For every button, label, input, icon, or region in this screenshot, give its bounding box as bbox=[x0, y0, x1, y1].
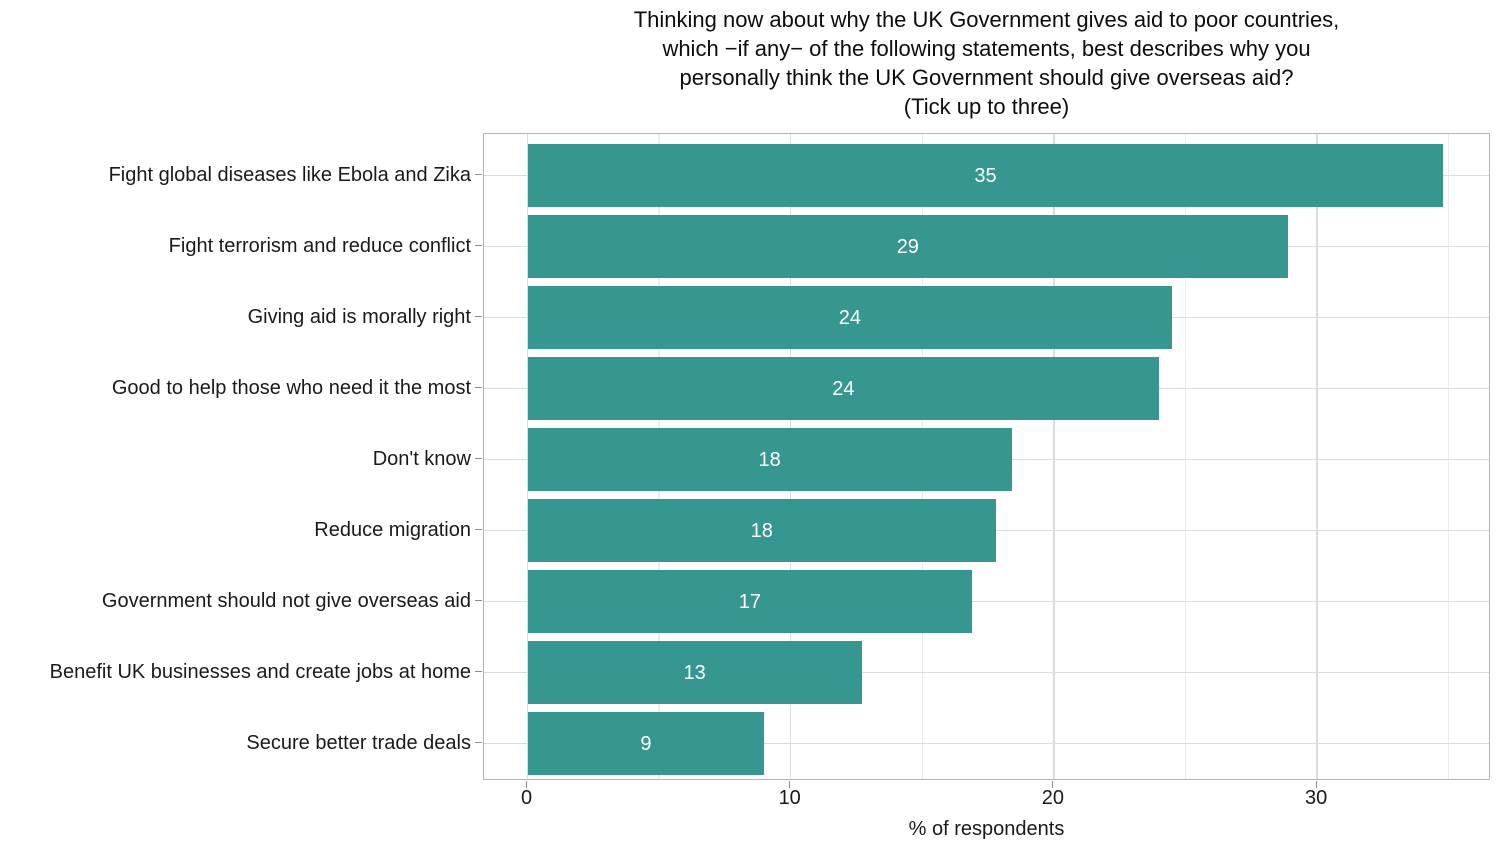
category-label: Government should not give overseas aid bbox=[101, 589, 471, 612]
x-tick-label: 10 bbox=[778, 787, 801, 809]
x-tick-label: 20 bbox=[1041, 787, 1065, 809]
category-label: Reduce migration bbox=[314, 518, 471, 541]
bar-value-label: 9 bbox=[640, 732, 652, 755]
bar-value-label: 17 bbox=[738, 590, 762, 613]
chart-title-line: (Tick up to three) bbox=[903, 94, 1070, 119]
category-label: Secure better trade deals bbox=[246, 731, 471, 754]
chart-title: Thinking now about why the UK Government… bbox=[483, 5, 1490, 121]
bar: 9 bbox=[527, 712, 765, 775]
bar: 13 bbox=[527, 641, 862, 704]
y-tick-mark bbox=[475, 528, 482, 531]
y-tick-mark bbox=[475, 457, 482, 460]
y-tick-mark bbox=[475, 244, 482, 247]
bar-value-label: 18 bbox=[758, 448, 781, 471]
minor-gridline bbox=[1447, 134, 1450, 779]
bar-value-label: 35 bbox=[974, 164, 997, 187]
bar: 17 bbox=[527, 570, 973, 633]
y-tick-mark bbox=[475, 173, 482, 176]
x-tick-mark bbox=[1052, 781, 1054, 788]
chart-title-line: personally think the UK Government shoul… bbox=[679, 65, 1294, 90]
major-gridline bbox=[1316, 134, 1318, 779]
bar-value-label: 29 bbox=[896, 235, 919, 258]
x-tick-label: 0 bbox=[520, 787, 533, 809]
major-gridline bbox=[1053, 134, 1055, 779]
category-label: Fight terrorism and reduce conflict bbox=[168, 234, 471, 257]
category-label: Giving aid is morally right bbox=[247, 305, 471, 328]
bar-value-label: 18 bbox=[750, 519, 773, 542]
bar-value-label: 13 bbox=[683, 661, 706, 684]
bar: 18 bbox=[527, 499, 996, 562]
bar: 35 bbox=[527, 144, 1444, 207]
chart-title-line: which −if any− of the following statemen… bbox=[662, 36, 1311, 61]
y-tick-mark bbox=[475, 741, 482, 744]
x-tick-label: 30 bbox=[1304, 787, 1328, 809]
minor-gridline bbox=[1184, 134, 1187, 779]
category-label: Good to help those who need it the most bbox=[111, 376, 471, 399]
category-gridline bbox=[484, 671, 1489, 674]
category-gridline bbox=[484, 600, 1489, 603]
category-label: Benefit UK businesses and create jobs at… bbox=[49, 660, 471, 683]
bar-value-label: 24 bbox=[832, 377, 855, 400]
x-axis-title: % of respondents bbox=[908, 818, 1065, 840]
x-tick-mark bbox=[1315, 781, 1317, 788]
plot-panel: 35 29 24 24 18 18 17 13 9 bbox=[483, 133, 1490, 780]
chart-title-line: Thinking now about why the UK Government… bbox=[633, 7, 1340, 32]
y-tick-mark bbox=[475, 599, 482, 602]
bar: 29 bbox=[527, 215, 1289, 278]
category-label: Fight global diseases like Ebola and Zik… bbox=[108, 163, 471, 186]
x-tick-mark bbox=[789, 781, 791, 788]
category-gridline bbox=[484, 742, 1489, 745]
category-label: Don't know bbox=[372, 447, 471, 470]
y-tick-mark bbox=[475, 670, 482, 673]
x-tick-mark bbox=[525, 781, 528, 788]
y-tick-mark bbox=[475, 315, 482, 318]
bar: 24 bbox=[527, 286, 1173, 349]
y-tick-mark bbox=[475, 386, 482, 389]
bar: 24 bbox=[527, 357, 1160, 420]
bar-value-label: 24 bbox=[838, 306, 862, 329]
bar: 18 bbox=[527, 428, 1012, 491]
